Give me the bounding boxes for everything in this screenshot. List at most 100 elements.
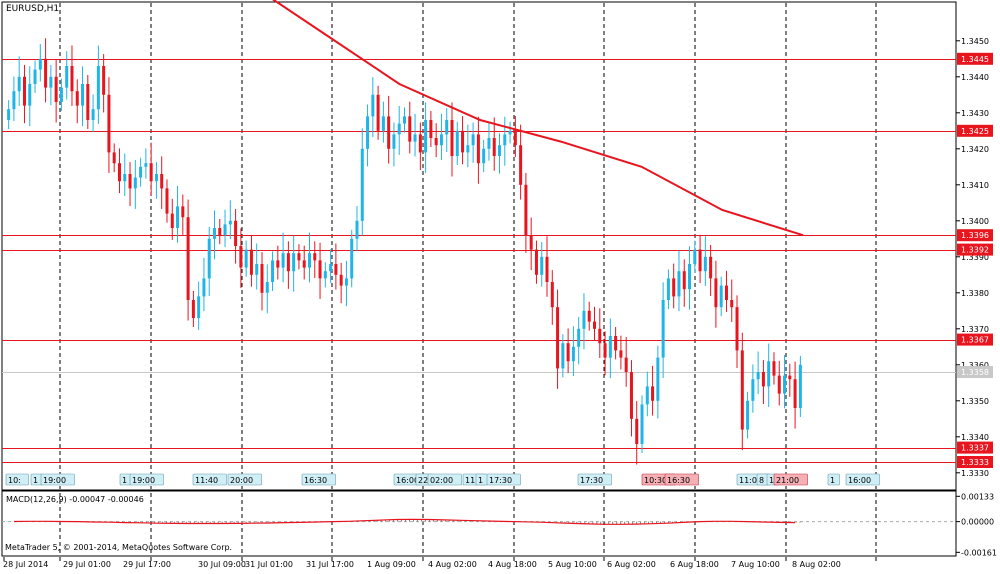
economic-event-label: 1 <box>478 476 483 485</box>
candle-bear <box>524 184 528 236</box>
candle-bear <box>545 256 549 282</box>
candle-bear <box>629 372 633 419</box>
candle-bear <box>260 264 264 293</box>
candle-bear <box>112 152 116 164</box>
time-label: 4 Aug 18:00 <box>488 560 537 569</box>
candle-bull <box>767 361 771 387</box>
economic-event-label: 19:00 <box>43 476 66 485</box>
macd-tick-label: 0.00133 <box>961 492 994 501</box>
candle-bull <box>350 238 354 279</box>
price-level-tag <box>957 243 993 256</box>
economic-event-marker <box>192 473 227 486</box>
economic-event-label: 11:40 <box>195 476 218 485</box>
candle-bull <box>154 174 158 182</box>
candle-bull <box>482 148 486 164</box>
candle-bull <box>271 260 275 282</box>
candle-bull <box>561 343 565 369</box>
price-level-tag <box>957 333 993 346</box>
candle-bear <box>186 217 190 300</box>
economic-event-marker <box>773 473 808 486</box>
candle-bull <box>12 91 16 110</box>
candle-bear <box>218 228 222 236</box>
price-level-label: 1.3445 <box>961 55 989 64</box>
candle-bear <box>698 249 702 272</box>
price-tick-label: 1.3440 <box>961 73 989 82</box>
candle-bull <box>508 130 512 135</box>
candle-bear <box>492 138 496 156</box>
current-price-tag <box>957 366 993 378</box>
candle-bear <box>519 145 523 185</box>
candle-bear <box>714 278 718 308</box>
candle-bull <box>91 109 95 120</box>
candle-bull <box>139 166 143 178</box>
time-label: 5 Aug 10:00 <box>548 560 597 569</box>
candle-bull <box>212 228 216 239</box>
candle-bear <box>276 260 280 268</box>
price-tick-label: 1.3330 <box>961 469 989 478</box>
candle-bull <box>176 206 180 228</box>
candle-bear <box>724 285 728 300</box>
candle-bull <box>344 278 348 286</box>
candle-bull <box>323 271 327 279</box>
economic-event-label: 11: <box>465 476 478 485</box>
economic-event-marker <box>427 473 462 486</box>
candle-bull <box>38 58 42 70</box>
candle-bear <box>334 264 338 275</box>
economic-event-marker <box>664 473 699 486</box>
time-label: 7 Aug 10:00 <box>731 560 780 569</box>
candle-bull <box>487 138 491 149</box>
price-tick-label: 1.3400 <box>961 217 989 226</box>
candle-bull <box>223 224 227 236</box>
candle-bull <box>49 76 53 88</box>
economic-event-label: 22 <box>418 476 428 485</box>
price-level-label: 1.3392 <box>961 246 989 255</box>
candle-bull <box>381 116 385 131</box>
candle-bear <box>566 343 570 362</box>
candle-bull <box>7 109 11 120</box>
economic-event-label: 1 <box>33 476 38 485</box>
economic-event-label: 17:30 <box>489 476 512 485</box>
price-tick-label: 1.3430 <box>961 109 989 118</box>
time-label: 8 Aug 02:00 <box>792 560 841 569</box>
candle-bull <box>498 145 502 156</box>
candle-bull <box>33 69 37 84</box>
candle-bull <box>144 163 148 167</box>
candle-bear <box>730 300 734 308</box>
candle-bear <box>102 66 106 95</box>
economic-event-marker <box>5 473 29 486</box>
candle-bull <box>608 336 612 358</box>
candle-bull <box>439 134 443 146</box>
candle-bull <box>281 253 285 268</box>
price-tick-label: 1.3340 <box>961 433 989 442</box>
candle-bear <box>529 235 533 250</box>
candle-bear <box>234 220 238 246</box>
time-label: 6 Aug 02:00 <box>607 560 656 569</box>
candle-bear <box>22 76 26 106</box>
candle-bull <box>640 404 644 444</box>
price-tick-label: 1.3420 <box>961 145 989 154</box>
candle-bear <box>793 379 797 408</box>
moving-average-line <box>272 0 804 237</box>
candle-bull <box>677 271 681 297</box>
candle-bull <box>719 285 723 308</box>
macd-tick-label: -0.00161 <box>961 548 997 557</box>
candle-bear <box>170 213 174 228</box>
candle-bull <box>81 84 85 106</box>
time-label: 28 Jul 2014 <box>3 560 48 569</box>
candle-bear <box>513 130 517 146</box>
candle-bear <box>740 350 744 430</box>
candle-bull <box>65 66 69 88</box>
economic-event-marker <box>129 473 164 486</box>
candle-bear <box>297 253 301 261</box>
time-label: 6 Aug 18:00 <box>670 560 719 569</box>
candle-bear <box>86 84 90 120</box>
candle-bull <box>751 379 755 401</box>
candle-bull <box>783 375 787 394</box>
price-tick-label: 1.3380 <box>961 289 989 298</box>
economic-event-marker <box>301 473 336 486</box>
candle-bull <box>397 123 401 135</box>
economic-event-marker <box>40 473 75 486</box>
candle-bear <box>165 188 169 214</box>
